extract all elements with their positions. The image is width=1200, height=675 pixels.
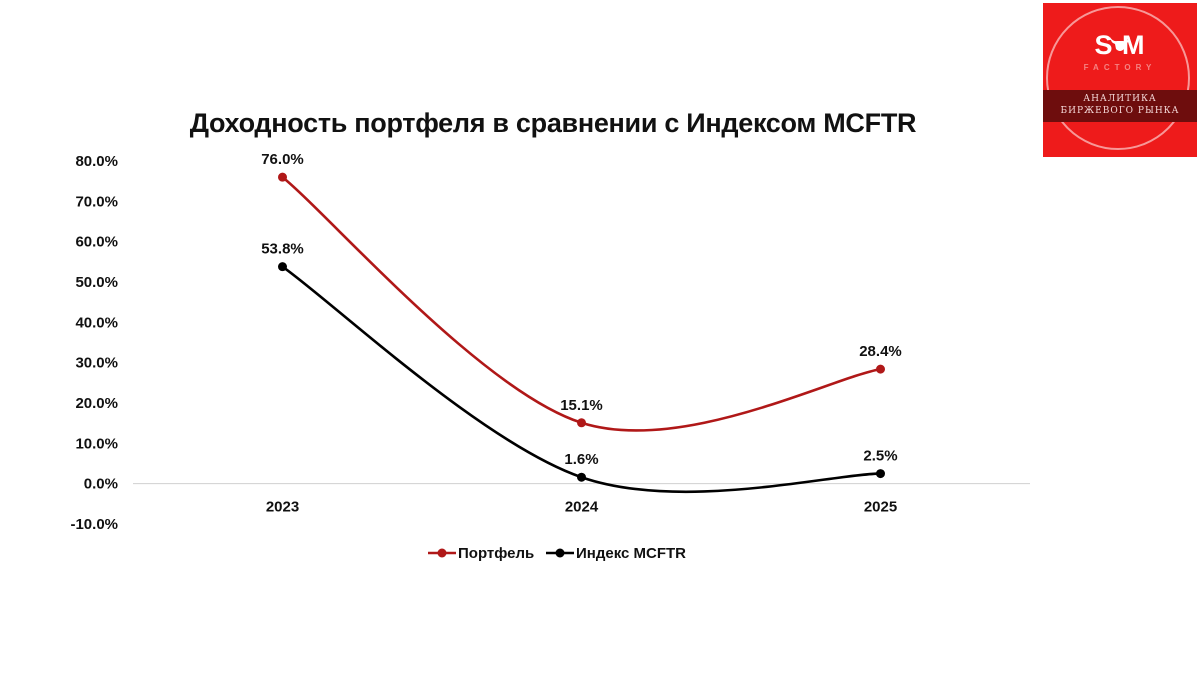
y-tick-label: 20.0% [75, 395, 118, 412]
x-tick-label: 2024 [565, 499, 599, 516]
y-axis-ticks: 80.0% 70.0% 60.0% 50.0% 40.0% 30.0% 20.0% 10.0%… [70, 153, 118, 533]
data-point [278, 262, 287, 272]
y-tick-label: 70.0% [75, 193, 118, 210]
data-label: 15.1% [560, 397, 603, 414]
logo-tagline-1: АНАЛИТИКА [1083, 94, 1157, 104]
logo-ring [1046, 6, 1190, 150]
x-tick-label: 2025 [864, 499, 897, 516]
legend-swatch-marker [437, 548, 447, 558]
logo-tagline-2: БИРЖЕВОГО РЫНКА [1060, 106, 1180, 116]
series-portfolio: 76.0% 15.1% 28.4% [261, 151, 902, 432]
y-tick-label: 40.0% [75, 314, 118, 331]
logo-subtitle: FACTORY [1083, 63, 1157, 72]
data-label: 28.4% [859, 343, 902, 360]
legend-label: Индекс MCFTR [576, 545, 686, 562]
legend-label: Портфель [458, 545, 534, 562]
series-index: 53.8% 1.6% 2.5% [261, 241, 898, 494]
brand-logo: S M FACTORY АНАЛИТИКА БИРЖЕВОГО РЫНКА [1043, 3, 1197, 157]
data-point [577, 472, 586, 482]
data-point [278, 172, 287, 182]
data-point [577, 418, 586, 428]
legend: Портфель Индекс MCFTR [428, 545, 686, 562]
y-tick-label: 10.0% [75, 435, 118, 452]
legend-item: Портфель [428, 545, 534, 562]
y-tick-label: 0.0% [84, 476, 118, 493]
y-tick-label: 60.0% [75, 234, 118, 251]
data-point [876, 469, 885, 479]
logo-band [1043, 90, 1197, 122]
data-label: 53.8% [261, 241, 304, 258]
series-layer: 76.0% 15.1% 28.4% 53.8% 1.6% 2.5% [261, 151, 902, 494]
x-axis-ticks: 2023 2024 2025 [266, 499, 897, 516]
data-label: 2.5% [863, 448, 897, 465]
data-label: 76.0% [261, 151, 304, 168]
data-point [876, 364, 885, 374]
chart-title: Доходность портфеля в сравнении с Индекс… [189, 108, 917, 138]
y-tick-label: 80.0% [75, 153, 118, 170]
bull-head-icon [1110, 37, 1130, 51]
y-tick-label: 50.0% [75, 274, 118, 291]
legend-swatch-marker [555, 548, 565, 558]
series-line [281, 175, 882, 432]
legend-item: Индекс MCFTR [546, 545, 686, 562]
data-label: 1.6% [564, 451, 598, 468]
y-tick-label: 30.0% [75, 355, 118, 372]
y-tick-label: -10.0% [70, 516, 118, 533]
x-tick-label: 2023 [266, 499, 299, 516]
